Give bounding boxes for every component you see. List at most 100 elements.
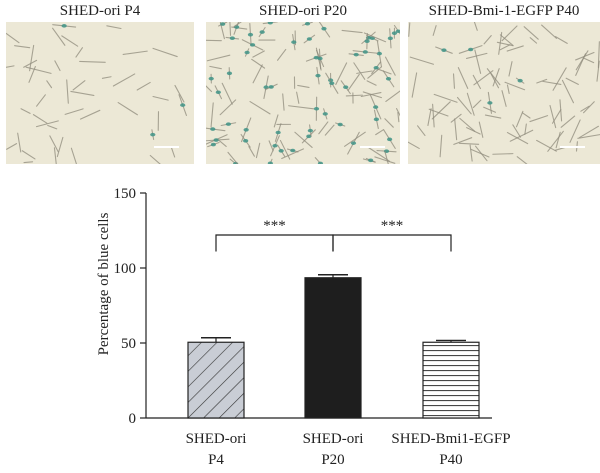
cell (456, 96, 472, 115)
cell (255, 142, 261, 159)
bar (422, 341, 480, 419)
panel-title-3: SHED-Bmi-1-EGFP P40 (428, 3, 580, 19)
bar-chart: 0 50 100 150 SHED-ori P4 SHED-ori P20 SHED-Bmi1… (96, 186, 511, 468)
blue-stained-cell (321, 26, 327, 31)
cell (582, 101, 595, 114)
significance-bracket (215, 234, 334, 252)
blue-stained-cell (226, 71, 233, 76)
cell (112, 73, 136, 87)
cell (483, 106, 497, 113)
blue-stained-cell (387, 137, 393, 142)
cell (296, 91, 300, 104)
cell (6, 65, 15, 68)
cell (555, 131, 561, 149)
cell (499, 44, 511, 51)
cell (384, 56, 396, 76)
cell (432, 103, 435, 128)
blue-stained-cell (290, 148, 296, 153)
cell (171, 147, 176, 158)
blue-stained-cell (220, 22, 226, 26)
blue-stained-cell (249, 43, 256, 47)
cell (484, 114, 502, 119)
cell (23, 59, 38, 68)
cell (20, 108, 31, 114)
blue-stained-cell (213, 138, 219, 142)
cell (466, 52, 488, 59)
blue-stained-cell (306, 134, 312, 139)
cell (117, 102, 138, 116)
cell (395, 108, 400, 117)
cell (453, 137, 473, 145)
cell (554, 36, 568, 44)
cell (561, 79, 575, 104)
cell (512, 124, 521, 138)
cell (14, 45, 31, 49)
cell (122, 50, 148, 55)
cell (297, 84, 310, 88)
blue-stained-cell (329, 81, 335, 86)
cell (433, 93, 458, 103)
cell (47, 124, 58, 130)
significance-label: *** (263, 218, 286, 234)
cell (536, 78, 548, 84)
blue-stained-cell (322, 112, 328, 116)
blue-stained-cell (313, 55, 319, 60)
micrograph-p40-image (408, 22, 600, 164)
cell (450, 113, 462, 123)
cell (70, 147, 78, 164)
blue-stained-cell (315, 73, 321, 78)
bar (304, 277, 362, 419)
blue-stained-cell (243, 127, 249, 132)
cell (206, 54, 231, 62)
cell (492, 153, 514, 155)
micrograph-p20-image (206, 22, 400, 164)
cell (273, 114, 279, 128)
cell (565, 77, 579, 85)
blue-stained-cell (353, 52, 359, 57)
cell (492, 68, 500, 87)
cell (541, 24, 557, 39)
cell (516, 156, 528, 164)
cell (408, 141, 420, 149)
cell (483, 35, 492, 45)
micrograph-p40 (408, 22, 600, 164)
x-tick-label-line2: P20 (321, 452, 344, 468)
cell (79, 109, 101, 120)
cell (427, 108, 432, 127)
cell (6, 32, 20, 44)
cell (411, 72, 418, 98)
cell (579, 125, 599, 138)
cell (64, 108, 84, 115)
y-tick-label: 100 (114, 261, 137, 277)
blue-stained-cell (291, 40, 297, 44)
cell (529, 115, 549, 123)
cell (499, 34, 514, 46)
cell (356, 70, 373, 74)
blue-stained-cell (210, 142, 216, 147)
blue-stained-cell (362, 50, 368, 54)
cell (277, 48, 287, 61)
cell (478, 121, 484, 138)
micrograph-background (6, 22, 194, 164)
cell (29, 44, 35, 72)
cell (466, 92, 475, 116)
significance-label: *** (381, 218, 404, 234)
cell (366, 80, 377, 86)
cell (474, 49, 482, 74)
cell (218, 139, 227, 147)
y-axis-label: Percentage of blue cells (96, 212, 112, 355)
cell (32, 114, 48, 124)
cell (252, 64, 263, 84)
cell (384, 118, 394, 128)
cell (408, 22, 411, 37)
cell (282, 93, 285, 111)
cell (575, 53, 587, 76)
cell (70, 90, 95, 97)
cell (360, 91, 382, 98)
cell (529, 37, 538, 44)
cell (174, 84, 185, 103)
cell (458, 142, 480, 145)
blue-stained-cell (243, 139, 249, 143)
cell (542, 80, 562, 86)
cell (318, 121, 329, 135)
